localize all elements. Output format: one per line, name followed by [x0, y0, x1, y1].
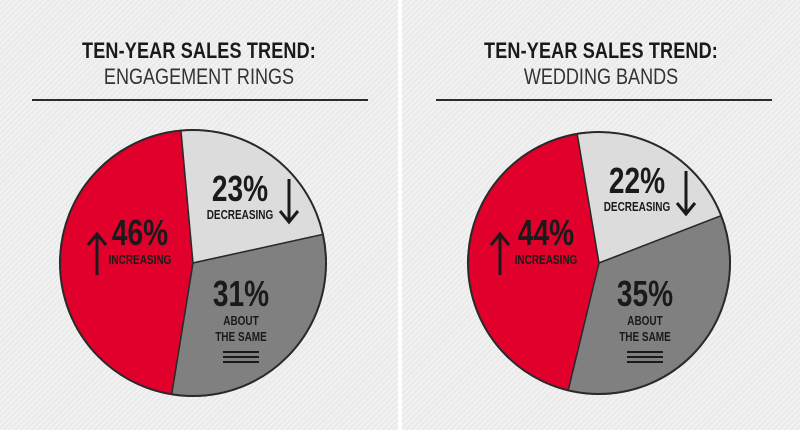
chart-title: TEN-YEAR SALES TREND: [82, 38, 316, 63]
arrow-up-icon [489, 231, 511, 275]
value-label: 44% [518, 213, 574, 253]
chart-subtitle: WEDDING BANDS [523, 64, 679, 89]
slice-label-increasing: 46%INCREASING [86, 213, 172, 275]
value-label: 22% [609, 161, 665, 201]
chart-title: TEN-YEAR SALES TREND: [484, 38, 718, 63]
title-rule [436, 99, 772, 101]
category-label: INCREASING [109, 254, 172, 267]
arrow-up-icon [86, 231, 108, 275]
value-label: 23% [212, 169, 268, 209]
chart-subtitle: ENGAGEMENT RINGS [103, 64, 295, 89]
category-label-line: THE SAME [215, 331, 267, 344]
equal-lines-icon [223, 351, 259, 363]
pie-slices [467, 131, 731, 395]
pie-outline [467, 131, 731, 395]
value-label: 35% [617, 274, 673, 314]
panel-divider [398, 0, 402, 430]
arrow-down-icon [278, 179, 300, 225]
chart-panel-wedding-bands: TEN-YEAR SALES TREND: WEDDING BANDS 44% I… [402, 0, 800, 430]
category-label-line: ABOUT [223, 315, 259, 328]
slice-label-increasing: 44%INCREASING [489, 213, 578, 275]
arrow-down-icon [675, 171, 697, 217]
slice-label-decreasing: 22%DECREASING [604, 161, 697, 217]
value-label: 31% [213, 274, 269, 314]
title-rule [32, 99, 368, 101]
pie-chart: 44%INCREASING 22%DECREASING 35%ABOUT THE SA… [467, 131, 731, 395]
slice-label-decreasing: 23%DECREASING [207, 169, 300, 225]
category-label: INCREASING [515, 254, 578, 267]
value-label: 46% [112, 213, 168, 253]
pie-slices [59, 129, 327, 397]
category-label-line: ABOUT [627, 315, 663, 328]
category-label: DECREASING [207, 209, 274, 222]
slice-label-same: 35%ABOUT THE SAME [617, 274, 673, 363]
category-label-line: THE SAME [619, 331, 671, 344]
chart-panel-engagement-rings: TEN-YEAR SALES TREND: ENGAGEMENT RINGS 4… [0, 0, 398, 430]
pie-chart: 46%INCREASING 23%DECREASING 31%ABOUT THE SA… [59, 129, 327, 397]
equal-lines-icon [627, 351, 663, 363]
pie-outline [59, 129, 327, 397]
category-label: DECREASING [604, 201, 671, 214]
slice-label-same: 31%ABOUT THE SAME [213, 274, 269, 363]
